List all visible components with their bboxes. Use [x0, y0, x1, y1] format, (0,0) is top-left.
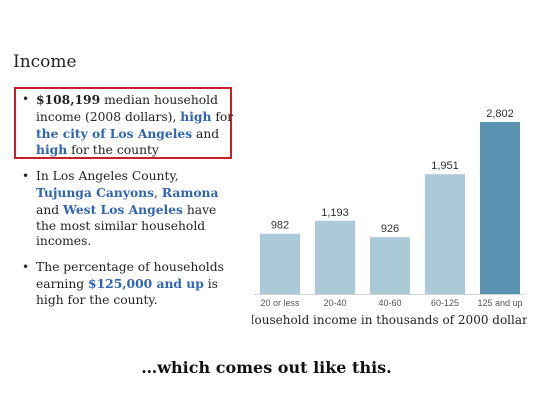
bullet-median-income: $108,199 median household income (2008 d…: [22, 92, 237, 159]
x-axis-label: Household income in thousands of 2000 do…: [252, 313, 527, 327]
bullet-text: The percentage of households earning: [36, 260, 224, 291]
bullet-text: In Los Angeles County,: [36, 169, 179, 184]
bullet-text: for: [211, 109, 234, 124]
bar-1: [260, 233, 300, 294]
bullet-text: and: [36, 202, 64, 217]
data-label-4: 1,951: [431, 160, 459, 172]
link-high-city[interactable]: high: [180, 108, 212, 124]
link-125000-and-up[interactable]: $125,000 and up: [88, 275, 204, 291]
bullet-similar-neighborhoods: In Los Angeles County, Tujunga Canyons, …: [22, 169, 237, 250]
slide-caption: …which comes out like this.: [141, 358, 392, 377]
link-ramona[interactable]: Ramona: [161, 184, 219, 200]
data-label-5: 2,802: [486, 108, 514, 120]
bullet-text: have the most similar household incomes.: [36, 202, 217, 249]
income-bar-chart: 982 20 or less 1,193 20-40 926 40-60 1,951 60-1…: [252, 108, 527, 327]
bullet-text: ,: [154, 185, 162, 200]
link-west-los-angeles[interactable]: West Los Angeles: [63, 201, 183, 217]
facts-list: $108,199 median household income (2008 d…: [22, 92, 237, 319]
bullet-text: and: [192, 126, 220, 141]
link-high-county[interactable]: high: [36, 142, 68, 158]
bar-5: [480, 122, 520, 294]
median-income-value: $108,199: [36, 92, 101, 107]
link-tujunga-canyons[interactable]: Tujunga Canyons: [36, 184, 155, 200]
bullet-text: median household income (2008 dollars),: [36, 93, 218, 124]
link-city-of-los-angeles[interactable]: the city of Los Angeles: [36, 125, 193, 141]
bar-2: [315, 220, 355, 294]
bar-4: [425, 174, 465, 294]
category-label-2: 20-40: [323, 298, 346, 308]
data-label-3: 926: [381, 223, 399, 235]
bullet-text: for the county: [67, 143, 159, 158]
bullet-text: is high for the county.: [36, 276, 218, 307]
bullet-percentage-125k: The percentage of households earning $12…: [22, 260, 237, 308]
category-label-5: 125 and up: [477, 298, 522, 308]
bar-3: [370, 237, 410, 294]
section-heading: Income: [13, 52, 77, 72]
category-label-1: 20 or less: [260, 298, 300, 308]
data-label-2: 1,193: [321, 207, 349, 219]
category-label-3: 40-60: [378, 298, 401, 308]
category-label-4: 60-125: [431, 298, 459, 308]
data-label-1: 982: [271, 220, 289, 232]
